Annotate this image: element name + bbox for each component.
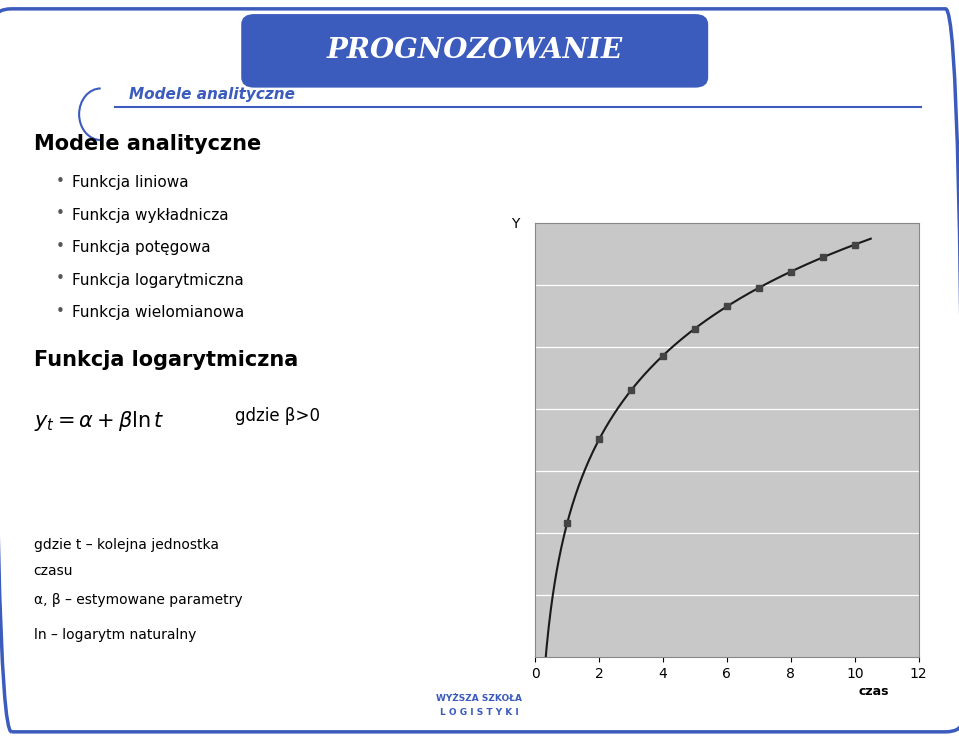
Text: Funkcja wielomianowa: Funkcja wielomianowa bbox=[72, 305, 245, 320]
Text: Y: Y bbox=[511, 217, 519, 231]
Text: •: • bbox=[56, 206, 64, 221]
Text: WYŻSZA SZKOŁA: WYŻSZA SZKOŁA bbox=[436, 694, 523, 703]
Text: $y_t = \alpha + \beta \ln t$: $y_t = \alpha + \beta \ln t$ bbox=[34, 409, 164, 433]
Text: Modele analityczne: Modele analityczne bbox=[129, 87, 295, 102]
Text: czas: czas bbox=[858, 685, 889, 699]
Text: Modele analityczne: Modele analityczne bbox=[34, 134, 261, 154]
Text: L O G I S T Y K I: L O G I S T Y K I bbox=[440, 708, 519, 717]
Text: Funkcja wykładnicza: Funkcja wykładnicza bbox=[72, 208, 228, 223]
Text: ln – logarytm naturalny: ln – logarytm naturalny bbox=[34, 628, 196, 642]
Text: •: • bbox=[56, 304, 64, 318]
Text: Funkcja potęgowa: Funkcja potęgowa bbox=[72, 240, 211, 255]
Text: czasu: czasu bbox=[34, 564, 73, 578]
Text: •: • bbox=[56, 239, 64, 254]
Text: gdzie t – kolejna jednostka: gdzie t – kolejna jednostka bbox=[34, 538, 219, 552]
Text: •: • bbox=[56, 271, 64, 286]
Text: Funkcja logarytmiczna: Funkcja logarytmiczna bbox=[72, 273, 244, 287]
Text: Funkcja logarytmiczna: Funkcja logarytmiczna bbox=[34, 350, 298, 370]
Text: gdzie β>0: gdzie β>0 bbox=[235, 407, 320, 425]
Text: •: • bbox=[56, 174, 64, 189]
Text: Funkcja liniowa: Funkcja liniowa bbox=[72, 175, 189, 190]
Text: α, β – estymowane parametry: α, β – estymowane parametry bbox=[34, 593, 243, 607]
FancyBboxPatch shape bbox=[243, 15, 707, 86]
Text: PROGNOZOWANIE: PROGNOZOWANIE bbox=[327, 37, 622, 63]
